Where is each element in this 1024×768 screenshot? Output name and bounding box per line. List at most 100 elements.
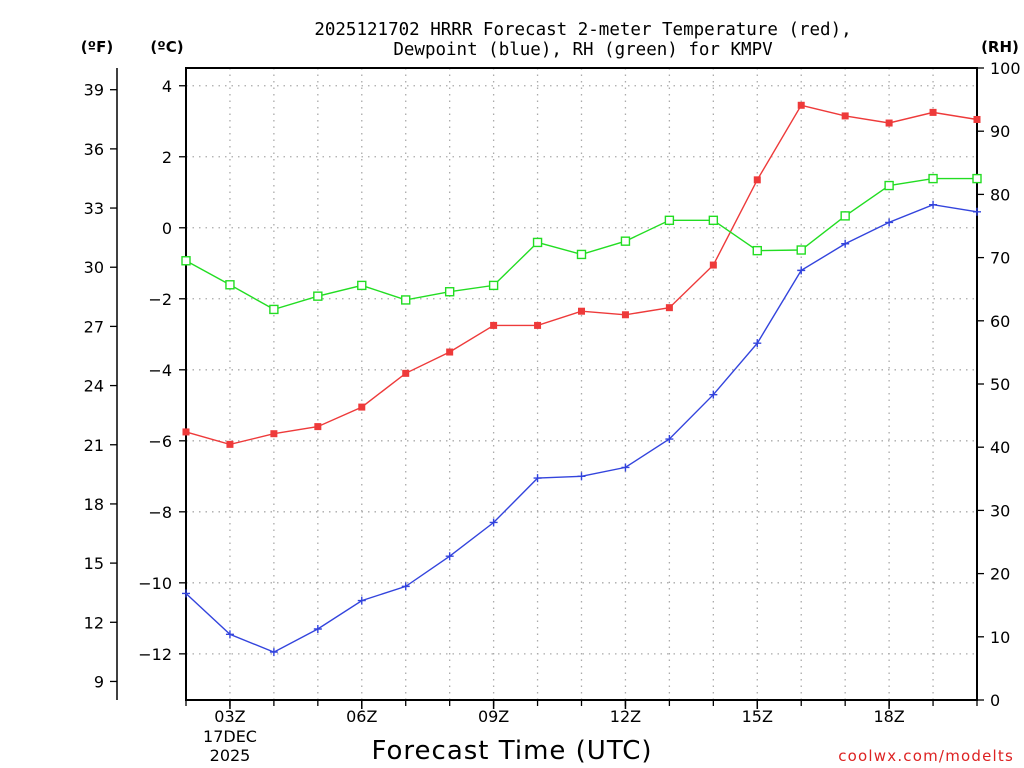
temperature-point [753, 176, 761, 184]
fahrenheit-tick-label: 39 [84, 81, 104, 100]
x-tick-label: 06Z [346, 707, 377, 726]
temperature-point [490, 321, 498, 329]
source-credit: coolwx.com/modelts [838, 747, 1014, 765]
date-day-label: 17DEC [203, 727, 257, 746]
rh-tick-label: 20 [990, 565, 1010, 584]
rh-point [532, 237, 543, 248]
dewpoint-point [665, 435, 674, 444]
rh-point [796, 245, 806, 255]
rh-tick-label: 0 [990, 691, 1000, 710]
rh-point [884, 180, 894, 191]
temperature-point [270, 430, 278, 438]
dewpoint-point [797, 266, 806, 275]
x-tick-label: 18Z [873, 707, 904, 726]
temperature-point [929, 108, 937, 116]
dewpoint-point [489, 518, 498, 527]
temperature-point [709, 261, 717, 269]
rh-point [620, 236, 631, 246]
dewpoint-point [269, 648, 278, 657]
temperature-point [621, 311, 629, 319]
series-layer [181, 101, 982, 657]
dewpoint-point [841, 239, 850, 248]
dewpoint-point [973, 207, 981, 216]
dewpoint-point [929, 200, 938, 209]
dewpoint-point [357, 596, 366, 605]
celsius-tick-label: −4 [148, 361, 172, 380]
celsius-unit-label: (ºC) [150, 38, 183, 56]
temperature-point [973, 115, 981, 123]
x-tick-label: 09Z [478, 707, 509, 726]
rh-point [840, 211, 850, 221]
dewpoint-point [401, 582, 410, 591]
x-tick-label: 15Z [742, 707, 773, 726]
rh-point [181, 256, 191, 266]
chart-title-line1: 2025121702 HRRR Forecast 2-meter Tempera… [314, 20, 851, 40]
celsius-tick-label: −10 [138, 574, 172, 593]
rh-point [928, 173, 938, 184]
x-tick-label: 12Z [610, 707, 641, 726]
temperature-point [226, 440, 234, 448]
rh-point [708, 215, 719, 226]
temperature-point [578, 307, 585, 315]
rh-tick-label: 50 [990, 375, 1010, 394]
rh-tick-label: 40 [990, 438, 1010, 457]
celsius-tick-label: −6 [148, 432, 172, 451]
dewpoint-point [709, 390, 718, 399]
temperature-point [402, 369, 410, 377]
temperature-point [885, 119, 893, 127]
rh-point [401, 295, 411, 305]
dewpoint-point [445, 552, 454, 561]
dewpoint-point [225, 630, 234, 639]
fahrenheit-tick-label: 18 [84, 495, 104, 514]
dewpoint-point [621, 463, 630, 472]
dewpoint-point [533, 474, 542, 483]
rh-point [313, 291, 323, 301]
celsius-tick-label: 4 [162, 77, 172, 96]
temperature-point [182, 428, 190, 436]
fahrenheit-tick-label: 12 [84, 613, 104, 632]
x-axis-title: Forecast Time (UTC) [371, 736, 652, 766]
x-tick-label: 03Z [214, 707, 245, 726]
temperature-point [314, 423, 322, 431]
rh-tick-label: 70 [990, 249, 1010, 268]
celsius-tick-label: −12 [138, 645, 172, 664]
temperature-point [534, 321, 542, 329]
rh-point [752, 245, 762, 256]
rh-tick-label: 100 [990, 59, 1021, 78]
celsius-tick-label: −8 [148, 503, 172, 522]
rh-point [269, 304, 279, 315]
fahrenheit-tick-label: 21 [84, 436, 104, 455]
temperature-point [841, 112, 849, 120]
fahrenheit-tick-label: 36 [84, 140, 104, 159]
temperature-point [358, 403, 366, 411]
rh-tick-label: 30 [990, 501, 1010, 520]
chart-title-line2: Dewpoint (blue), RH (green) for KMPV [393, 40, 773, 60]
rh-point [225, 280, 235, 290]
fahrenheit-tick-label: 9 [94, 672, 104, 691]
dewpoint-point [885, 218, 894, 227]
rh-unit-label: (RH) [981, 38, 1019, 56]
celsius-tick-label: −2 [148, 290, 172, 309]
dewpoint-point [182, 589, 190, 598]
fahrenheit-tick-label: 30 [84, 258, 104, 277]
dewpoint-point [313, 624, 322, 633]
rh-point [488, 280, 499, 291]
fahrenheit-tick-label: 33 [84, 199, 104, 218]
rh-tick-label: 60 [990, 312, 1010, 331]
axes-layer: 420−2−4−6−8−10−1239363330272421181512910… [84, 59, 1021, 726]
fahrenheit-tick-label: 27 [84, 317, 104, 336]
rh-point [972, 173, 982, 184]
rh-tick-label: 80 [990, 185, 1010, 204]
date-year-label: 2025 [210, 746, 251, 765]
fahrenheit-tick-label: 24 [84, 377, 104, 396]
rh-point [576, 249, 587, 260]
celsius-tick-label: 0 [162, 219, 172, 238]
plot-frame [185, 67, 978, 701]
rh-point [357, 280, 367, 291]
dewpoint-point [753, 339, 762, 348]
rh-tick-label: 90 [990, 122, 1010, 141]
temperature-point [665, 304, 673, 312]
fahrenheit-unit-label: (ºF) [81, 38, 113, 56]
dewpoint-point [577, 472, 586, 481]
